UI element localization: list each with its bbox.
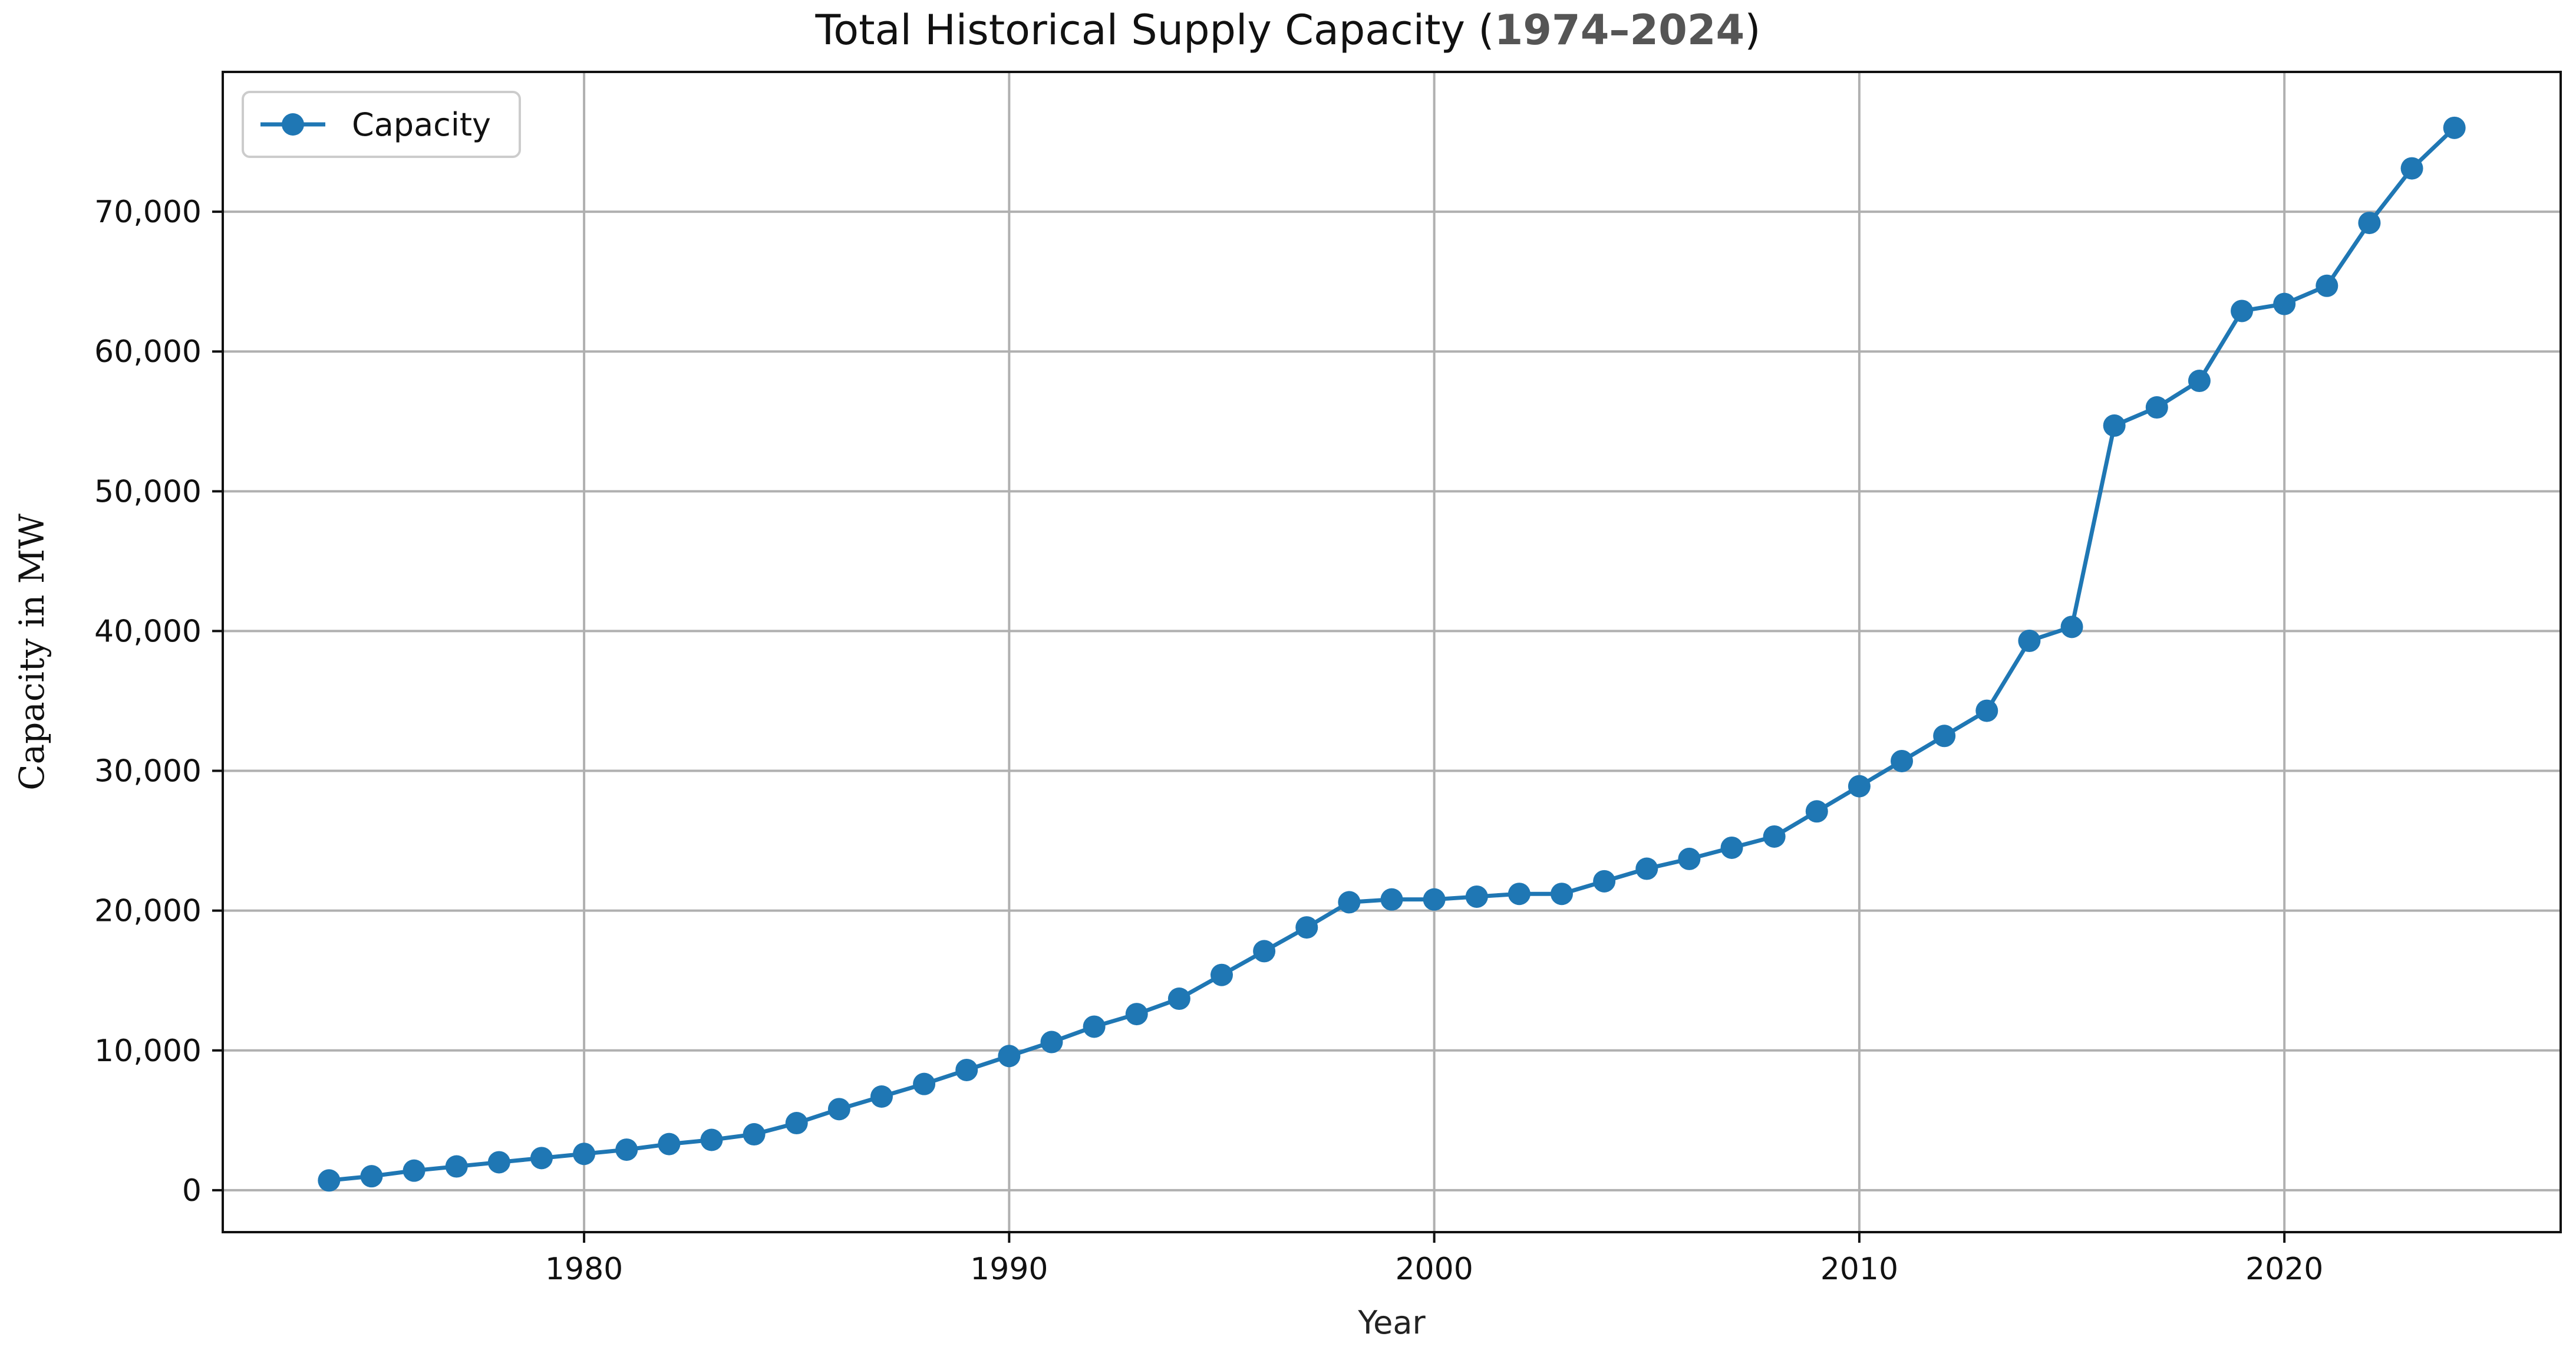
data-point [1465,885,1488,908]
data-point [1933,725,1956,748]
data-point [1848,775,1871,798]
x-tick-label: 1990 [970,1252,1048,1287]
y-tick-label: 20,000 [94,894,202,929]
y-tick-label: 70,000 [94,195,202,230]
legend-box [242,91,521,158]
data-point [827,1098,850,1121]
data-point [2231,299,2254,322]
data-point [1763,825,1786,848]
x-tick-label: 2020 [2245,1252,2323,1287]
x-tick-label: 2000 [1395,1252,1473,1287]
chart-title: Total Historical Supply Capacity (1974–2… [0,6,2576,54]
data-point [1678,847,1701,870]
x-tick-label: 2010 [1820,1252,1898,1287]
data-point [1338,891,1361,914]
data-point [2358,212,2381,235]
data-point [1167,987,1190,1010]
data-point [1210,963,1233,986]
data-point [1635,857,1658,880]
data-point [530,1147,553,1170]
legend: Capacity [242,91,521,158]
data-point [1083,1015,1106,1038]
data-point [2103,414,2126,437]
data-point [2145,396,2168,419]
data-point [487,1151,510,1174]
plot-frame [222,71,2562,1233]
x-axis-label: Year [1357,1304,1426,1341]
data-point [870,1085,893,1108]
data-point [1805,800,1828,823]
data-point [700,1128,723,1151]
y-tick-label: 30,000 [94,754,202,789]
data-point [403,1159,426,1182]
data-point [2273,292,2296,315]
axes: 1980 1990 2000 2010 2020 0 10,000 20,000 30,000 4… [12,71,2562,1341]
data-point [360,1165,383,1188]
y-axis-label: Capacity in MW [12,513,52,791]
x-tick-label: 1980 [545,1252,623,1287]
data-point [2060,615,2083,638]
data-point [318,1169,341,1192]
legend-marker-swatch [282,113,304,136]
series-capacity [318,116,2466,1192]
data-point [445,1155,468,1178]
data-point [1508,883,1531,906]
data-point [1040,1031,1063,1054]
data-point [658,1133,681,1156]
legend-label: Capacity [352,106,491,143]
series-line-capacity [328,126,2456,1183]
data-point [615,1138,638,1161]
grid-lines [223,72,2561,1232]
chart-title-end: ) [1744,6,1761,54]
data-point [2443,116,2466,139]
y-tick-label: 50,000 [94,474,202,509]
data-point [1593,870,1616,893]
data-point [1975,699,1998,722]
data-point [1551,883,1574,906]
y-tick-label: 40,000 [94,614,202,649]
data-point [1125,1003,1148,1026]
data-point [2316,274,2338,297]
y-tick-label: 10,000 [94,1033,202,1069]
data-point [1380,888,1403,911]
chart-title-range: 1974–2024 [1494,6,1745,54]
data-point [573,1143,596,1166]
data-point [785,1112,808,1135]
data-point [1253,940,1276,963]
data-point [998,1045,1021,1068]
y-tick-label: 0 [182,1173,202,1209]
y-tick-label: 60,000 [94,334,202,370]
data-point [2188,370,2211,393]
data-point [1423,888,1446,911]
data-point [913,1072,936,1095]
data-point [1720,836,1743,859]
data-point [1295,916,1318,939]
chart-title-text: Total Historical Supply Capacity ( [815,6,1495,54]
data-point [1891,749,1914,772]
data-point [743,1123,766,1146]
data-point [2018,630,2041,653]
data-point [2400,157,2423,180]
data-point [955,1058,978,1081]
